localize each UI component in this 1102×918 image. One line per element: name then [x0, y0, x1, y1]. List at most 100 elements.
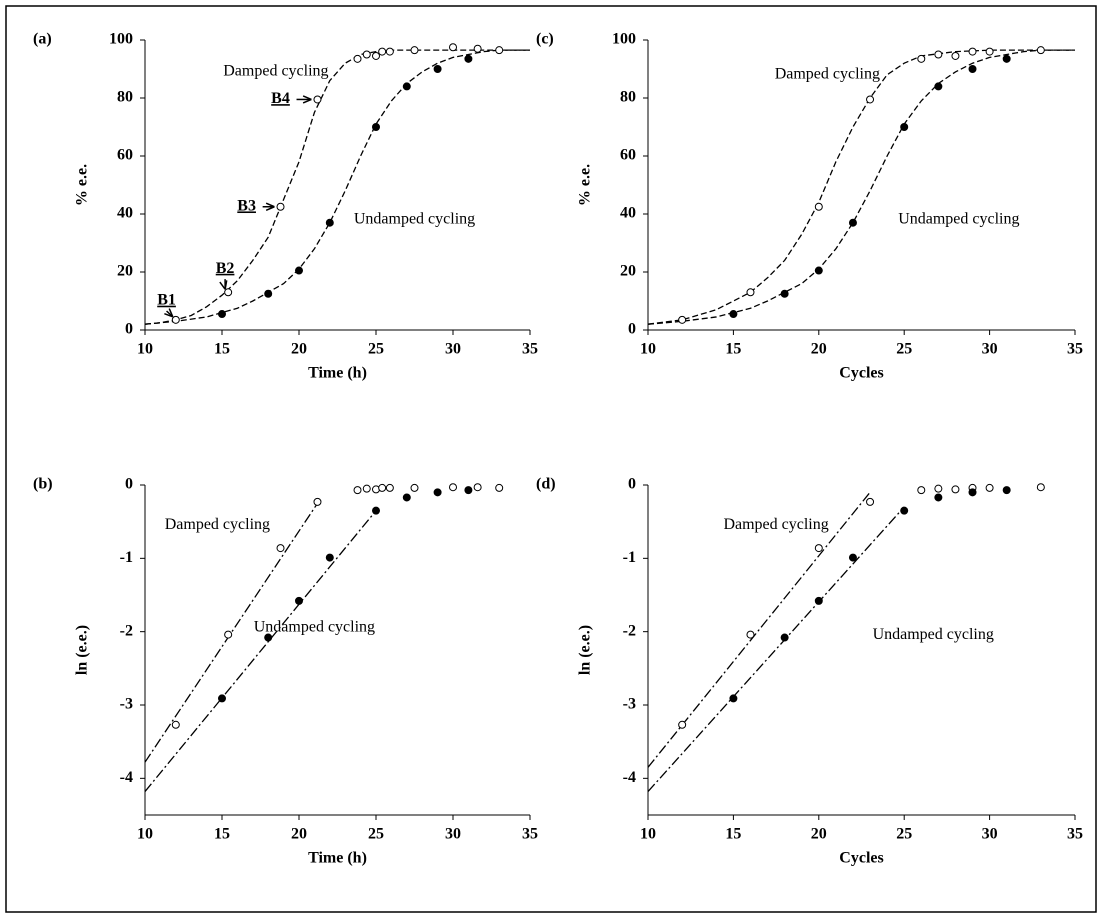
x-tick-label: 15 — [725, 826, 741, 843]
y-tick-label: -4 — [623, 769, 636, 786]
y-tick-label: 0 — [628, 321, 636, 338]
data-point — [224, 288, 233, 297]
x-tick-label: 25 — [896, 826, 912, 843]
y-axis-label: ln (e.e.) — [577, 625, 594, 675]
arrow-head — [302, 95, 312, 104]
x-tick-label: 20 — [811, 826, 827, 843]
data-point — [934, 82, 943, 91]
x-tick-label: 35 — [522, 826, 538, 843]
data-point — [464, 486, 473, 495]
data-point — [218, 310, 226, 319]
data-point — [780, 633, 789, 642]
data-point — [780, 289, 789, 298]
data-point — [378, 483, 387, 492]
x-tick-label: 20 — [291, 341, 307, 358]
data-point — [900, 123, 909, 131]
data-point — [951, 51, 960, 60]
data-point — [372, 506, 380, 515]
y-tick-label: -1 — [623, 549, 636, 566]
data-point — [264, 633, 273, 642]
arrow-head — [219, 280, 228, 290]
stage-label: B1 — [157, 292, 176, 309]
x-tick-label: 25 — [896, 341, 912, 358]
data-point — [985, 483, 994, 492]
x-tick-label: 30 — [445, 826, 461, 843]
y-tick-label: -3 — [120, 696, 133, 713]
data-point — [866, 497, 875, 506]
series-annotation: Damped cycling — [723, 516, 828, 533]
panel-label: (b) — [33, 476, 53, 493]
data-point — [814, 596, 823, 605]
y-tick-label: 0 — [628, 476, 636, 493]
data-point — [402, 493, 411, 502]
x-tick-label: 25 — [368, 341, 384, 358]
data-point — [934, 484, 943, 493]
data-point — [449, 43, 457, 52]
data-point — [295, 266, 303, 275]
data-point — [968, 488, 977, 497]
data-point — [385, 483, 394, 492]
data-point — [295, 596, 303, 605]
x-tick-label: 20 — [291, 826, 307, 843]
data-point — [917, 54, 926, 63]
data-point — [473, 44, 482, 53]
y-tick-label: 60 — [620, 147, 636, 164]
series-annotation: Damped cycling — [775, 65, 880, 82]
data-point — [325, 553, 334, 562]
series-annotation: Undamped cycling — [898, 210, 1019, 227]
x-tick-label: 15 — [214, 341, 230, 358]
data-point — [473, 483, 482, 492]
data-point — [985, 47, 994, 56]
fit-line — [647, 49, 1075, 325]
x-tick-label: 35 — [522, 341, 538, 358]
x-axis-label: Time (h) — [308, 850, 367, 867]
x-tick-label: 30 — [982, 341, 998, 358]
y-tick-label: 0 — [125, 476, 133, 493]
panel-label: (d) — [536, 476, 556, 493]
series-annotation: Undamped cycling — [254, 619, 375, 636]
data-point — [495, 483, 504, 492]
y-tick-label: -1 — [120, 549, 133, 566]
x-tick-label: 15 — [725, 341, 741, 358]
stage-label: B4 — [271, 90, 290, 107]
data-point — [678, 315, 687, 324]
y-tick-label: 80 — [620, 89, 636, 106]
data-point — [410, 46, 419, 55]
x-axis-label: Cycles — [839, 850, 883, 867]
data-point — [729, 694, 738, 703]
y-tick-label: -3 — [623, 696, 636, 713]
y-tick-label: 100 — [109, 31, 133, 48]
data-point — [464, 54, 473, 63]
data-point — [362, 50, 371, 59]
series-annotation: Damped cycling — [165, 516, 270, 533]
panel-label: (c) — [536, 31, 554, 48]
x-tick-label: 35 — [1067, 826, 1083, 843]
x-tick-label: 25 — [368, 826, 384, 843]
data-point — [968, 47, 977, 56]
data-point — [1002, 54, 1011, 63]
fit-line — [647, 49, 1075, 325]
data-point — [218, 694, 226, 703]
y-axis-label: % e.e. — [74, 164, 91, 206]
data-point — [746, 630, 755, 639]
data-point — [171, 315, 180, 324]
data-point — [1036, 483, 1045, 492]
fit-line — [144, 502, 319, 763]
fit-line — [144, 49, 530, 325]
data-point — [951, 485, 960, 494]
data-point — [934, 50, 943, 59]
stage-label: B2 — [216, 260, 235, 277]
y-tick-label: 100 — [612, 31, 636, 48]
y-tick-label: 60 — [117, 147, 133, 164]
data-point — [372, 123, 380, 131]
x-tick-label: 10 — [640, 826, 656, 843]
data-point — [917, 486, 926, 495]
data-point — [325, 218, 334, 227]
x-tick-label: 10 — [640, 341, 656, 358]
stage-label: B3 — [237, 197, 256, 214]
x-axis-label: Time (h) — [308, 365, 367, 382]
data-point — [353, 54, 362, 63]
data-point — [313, 95, 322, 104]
data-point — [276, 544, 285, 553]
data-point — [678, 720, 687, 729]
